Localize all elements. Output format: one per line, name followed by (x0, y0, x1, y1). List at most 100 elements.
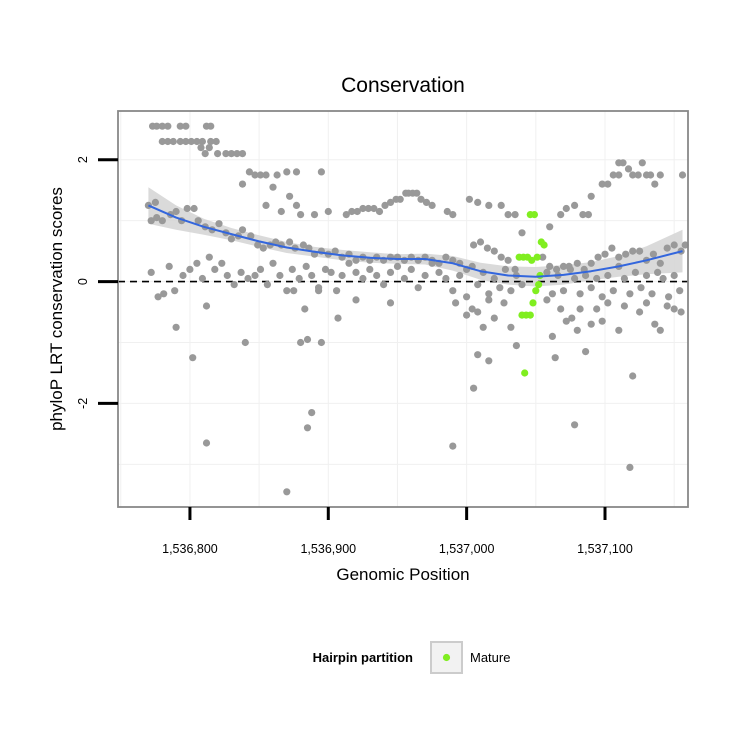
points-layer (144, 122, 689, 496)
data-point (548, 332, 557, 340)
data-point (553, 265, 561, 273)
data-point (562, 204, 570, 213)
data-point (548, 290, 557, 298)
data-point (656, 259, 664, 267)
data-point (485, 290, 493, 298)
data-point (223, 271, 231, 280)
data-point (584, 211, 593, 219)
plot-panel (117, 110, 689, 508)
data-point (626, 290, 634, 298)
data-point (507, 323, 515, 331)
data-point (629, 171, 637, 179)
data-point (511, 265, 519, 273)
data-point (539, 253, 547, 261)
data-point (254, 241, 262, 249)
data-point (504, 211, 512, 219)
data-point (269, 183, 277, 191)
data-point (435, 268, 443, 276)
data-point (172, 323, 180, 331)
data-point (400, 274, 408, 283)
data-point (247, 232, 255, 240)
data-point (648, 290, 656, 298)
data-point (665, 293, 673, 301)
x-tick-label: 1,537,100 (577, 542, 633, 556)
data-point (512, 342, 521, 350)
y-axis: 2 0 -2 (76, 156, 118, 409)
data-point (345, 259, 353, 267)
data-point (179, 271, 187, 280)
data-point (609, 287, 617, 295)
data-point (342, 211, 350, 219)
legend: Hairpin partition Mature (313, 641, 510, 674)
data-point (474, 281, 482, 289)
data-point (205, 144, 213, 152)
data-point (277, 207, 285, 216)
data-point (485, 201, 493, 209)
smooth-line-layer (147, 204, 683, 278)
data-point (263, 281, 271, 289)
data-point (601, 250, 609, 258)
data-point (470, 241, 478, 249)
data-point (551, 354, 559, 362)
data-point (485, 296, 493, 304)
data-point (256, 265, 265, 273)
data-point (338, 271, 346, 280)
data-point (214, 150, 222, 158)
data-point (331, 247, 339, 255)
data-point (587, 320, 595, 328)
data-point (663, 244, 671, 252)
data-point (147, 217, 155, 225)
data-point (407, 265, 415, 273)
chart-title: Conservation (341, 74, 465, 97)
data-point (593, 274, 601, 283)
data-point (190, 204, 198, 213)
data-point (587, 284, 595, 292)
data-point (676, 287, 684, 295)
grid (118, 111, 688, 507)
data-point (333, 287, 341, 295)
data-point (308, 409, 316, 417)
data-point (262, 201, 270, 209)
data-point (428, 259, 436, 267)
y-tick-label: 2 (76, 156, 90, 163)
data-point (576, 305, 584, 313)
data-point (373, 271, 381, 280)
data-point (576, 290, 584, 298)
data-point (414, 256, 422, 264)
data-point (546, 223, 554, 231)
data-point (651, 180, 659, 188)
data-point (479, 323, 487, 331)
data-point (286, 238, 294, 246)
data-point (638, 159, 646, 167)
y-axis-title: phyloP LRT conservation scores (47, 187, 66, 431)
data-point (518, 281, 526, 289)
data-point (301, 305, 309, 313)
data-point (348, 207, 356, 216)
data-point-mature (528, 256, 536, 264)
data-point-mature (530, 211, 539, 219)
data-point-mature (532, 287, 540, 295)
data-point (251, 271, 259, 280)
data-point (659, 274, 667, 283)
data-point (352, 268, 360, 276)
data-point (158, 122, 166, 130)
data-point (295, 274, 303, 283)
data-point (302, 262, 310, 270)
data-point (559, 262, 568, 270)
data-point (386, 198, 395, 206)
data-point-mature (529, 299, 537, 307)
data-point (636, 247, 644, 255)
data-point (182, 137, 190, 146)
data-point (497, 253, 505, 261)
data-point (654, 268, 662, 276)
data-point (565, 262, 573, 270)
data-point (292, 201, 301, 209)
data-point (283, 287, 291, 295)
data-point (546, 262, 554, 270)
data-point (642, 299, 651, 307)
data-point (202, 302, 211, 310)
data-point (582, 271, 590, 280)
data-point (186, 265, 194, 273)
data-point (359, 204, 367, 213)
data-point (681, 241, 689, 249)
